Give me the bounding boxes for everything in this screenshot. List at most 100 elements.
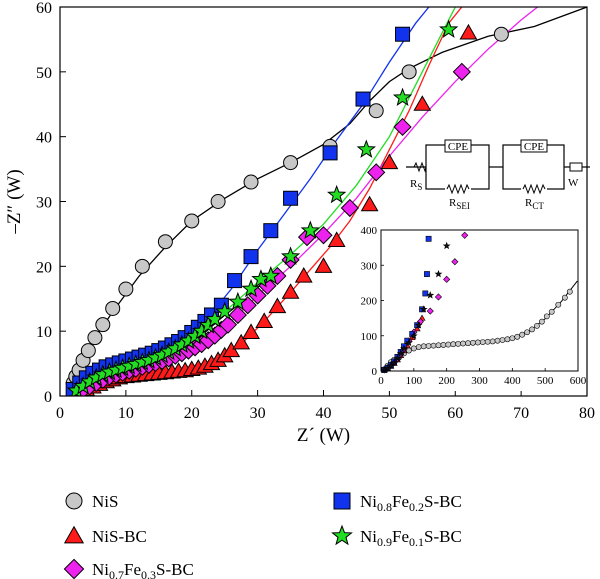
legend-label: NiS-BC [92, 527, 147, 546]
inset-data-point [504, 336, 511, 343]
data-point [242, 323, 260, 340]
data-point [261, 265, 281, 285]
data-point [243, 174, 259, 190]
inset-data-point [434, 293, 443, 301]
data-point [283, 190, 299, 206]
inset-data-point [514, 333, 521, 340]
y-tick-label: 20 [36, 259, 52, 276]
inset-data-point [484, 338, 491, 345]
rs-resistor-icon [413, 161, 427, 173]
inset-x-tick-label: 0 [378, 375, 384, 387]
inset-data-point [524, 329, 531, 336]
inset-x-tick-label: 400 [504, 375, 521, 387]
inset-data-point [455, 340, 462, 347]
inset-y-tick-label: 100 [361, 331, 378, 343]
inset-data-point [460, 340, 466, 347]
inset-data-point [413, 325, 421, 332]
x-tick-label: 70 [513, 405, 529, 422]
rsei-resistor-icon [446, 183, 470, 195]
data-point [280, 246, 301, 265]
x-tick-label: 10 [118, 405, 134, 422]
data-point [413, 95, 432, 111]
legend-item: NiS-BC [63, 525, 147, 546]
data-points [65, 19, 509, 396]
data-point [283, 155, 299, 171]
inset-data-point [405, 338, 413, 347]
cpe2-box [520, 139, 548, 153]
legend-item: Ni0.8Fe0.2S-BC [333, 492, 462, 514]
inset-data-point [430, 342, 437, 349]
x-tick-label: 30 [250, 405, 266, 422]
inset-background [373, 220, 586, 391]
inset-series-points [380, 241, 451, 374]
data-point [218, 315, 238, 334]
inset-data-point [499, 337, 506, 343]
inset-data-point [538, 318, 545, 325]
inset-data-point [422, 290, 429, 297]
inset-y-tick-label: 400 [361, 225, 378, 237]
inset-data-point [425, 235, 432, 242]
inset-data-point [434, 269, 443, 278]
warburg-element-icon [569, 162, 583, 172]
data-point [355, 91, 371, 107]
legend-marker [63, 525, 85, 544]
data-point [300, 220, 321, 239]
data-point [367, 163, 386, 182]
cpe1-box [444, 139, 472, 153]
legend-label: Ni0.9Fe0.1S-BC [360, 527, 462, 549]
inset-data-point [474, 339, 481, 346]
inset-data-point [435, 342, 442, 349]
inset-x-tick-label: 500 [537, 375, 554, 387]
rs-label: RS [410, 178, 422, 192]
inset-x-tick-label: 600 [570, 375, 587, 387]
inset-data-point [548, 308, 555, 315]
data-point [493, 26, 509, 42]
inset-data-point [425, 343, 432, 349]
inset-data-point [529, 326, 535, 333]
data-point [95, 317, 111, 333]
inset-data-point [390, 358, 399, 366]
data-point [105, 300, 121, 316]
y-tick-label: 60 [36, 0, 52, 17]
data-point [118, 281, 134, 297]
data-point [452, 62, 471, 81]
data-point [368, 103, 384, 119]
inset-data-point [393, 354, 402, 362]
data-point [227, 273, 243, 289]
inset-axes: 0 100 200 300 400 500 600 0 100 200 300 400 [361, 225, 587, 387]
legend-marker [63, 558, 85, 579]
inset-data-point [461, 231, 469, 239]
data-point [459, 23, 478, 40]
cpe1-label: CPE [448, 141, 468, 153]
y-tick-label: 30 [36, 195, 52, 212]
inset-data-point [566, 288, 573, 295]
data-point [281, 283, 300, 299]
data-point [380, 153, 399, 170]
legend-marker [331, 524, 353, 546]
data-point [228, 305, 247, 325]
data-point [243, 249, 259, 265]
inset-data-point [424, 271, 430, 277]
data-point [263, 223, 279, 239]
inset-data-point [414, 321, 423, 329]
data-point [228, 291, 248, 311]
legend-item: NiS [65, 492, 118, 511]
inset-x-tick-label: 300 [471, 375, 488, 387]
inset-y-tick-label: 0 [372, 366, 378, 378]
inset-data-point [465, 340, 471, 347]
y-tick-label: 0 [44, 389, 52, 406]
inset-x-tick-label: 200 [438, 375, 455, 387]
inset-y-tick-label: 300 [361, 260, 378, 272]
inset-x-tick-label: 100 [406, 375, 423, 387]
inset-data-point [400, 344, 408, 352]
y-tick-label: 10 [36, 324, 52, 341]
inset-data-point [479, 339, 486, 345]
data-point [232, 333, 251, 350]
inset-data-point [543, 313, 550, 320]
inset-data-point [555, 301, 562, 308]
x-tick-label: 0 [56, 405, 64, 422]
data-point [87, 330, 103, 346]
legend-item: Ni0.7Fe0.3S-BC [63, 558, 194, 579]
data-point [356, 139, 376, 158]
